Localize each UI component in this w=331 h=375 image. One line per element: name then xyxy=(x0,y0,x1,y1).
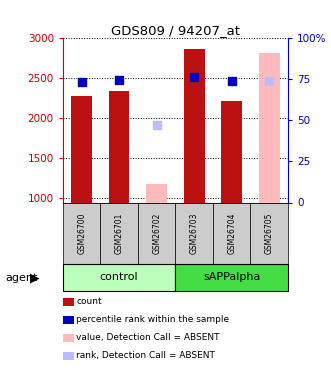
Bar xyxy=(146,184,167,203)
Bar xyxy=(175,202,213,264)
Text: sAPPalpha: sAPPalpha xyxy=(203,272,260,282)
Text: GSM26701: GSM26701 xyxy=(115,213,124,254)
Text: GSM26703: GSM26703 xyxy=(190,213,199,254)
Text: GSM26705: GSM26705 xyxy=(265,213,274,254)
Bar xyxy=(71,96,92,202)
Point xyxy=(154,122,159,128)
Text: agent: agent xyxy=(5,273,37,283)
Point xyxy=(192,74,197,80)
Bar xyxy=(138,202,175,264)
Bar xyxy=(63,202,100,264)
Bar xyxy=(100,202,138,264)
Text: ▶: ▶ xyxy=(30,272,40,285)
Bar xyxy=(109,91,129,202)
Bar xyxy=(175,264,288,291)
Text: GDS809 / 94207_at: GDS809 / 94207_at xyxy=(111,24,240,38)
Text: percentile rank within the sample: percentile rank within the sample xyxy=(76,315,229,324)
Text: GSM26704: GSM26704 xyxy=(227,213,236,254)
Text: count: count xyxy=(76,297,102,306)
Text: rank, Detection Call = ABSENT: rank, Detection Call = ABSENT xyxy=(76,351,215,360)
Text: value, Detection Call = ABSENT: value, Detection Call = ABSENT xyxy=(76,333,220,342)
Bar xyxy=(213,202,251,264)
Bar xyxy=(251,202,288,264)
Bar xyxy=(259,53,279,202)
Bar xyxy=(63,264,175,291)
Point xyxy=(229,78,234,84)
Text: GSM26700: GSM26700 xyxy=(77,213,86,254)
Bar xyxy=(184,49,205,202)
Point xyxy=(79,79,84,85)
Point xyxy=(117,76,122,82)
Point xyxy=(266,78,272,84)
Text: control: control xyxy=(100,272,138,282)
Text: GSM26702: GSM26702 xyxy=(152,213,161,254)
Bar xyxy=(221,101,242,202)
